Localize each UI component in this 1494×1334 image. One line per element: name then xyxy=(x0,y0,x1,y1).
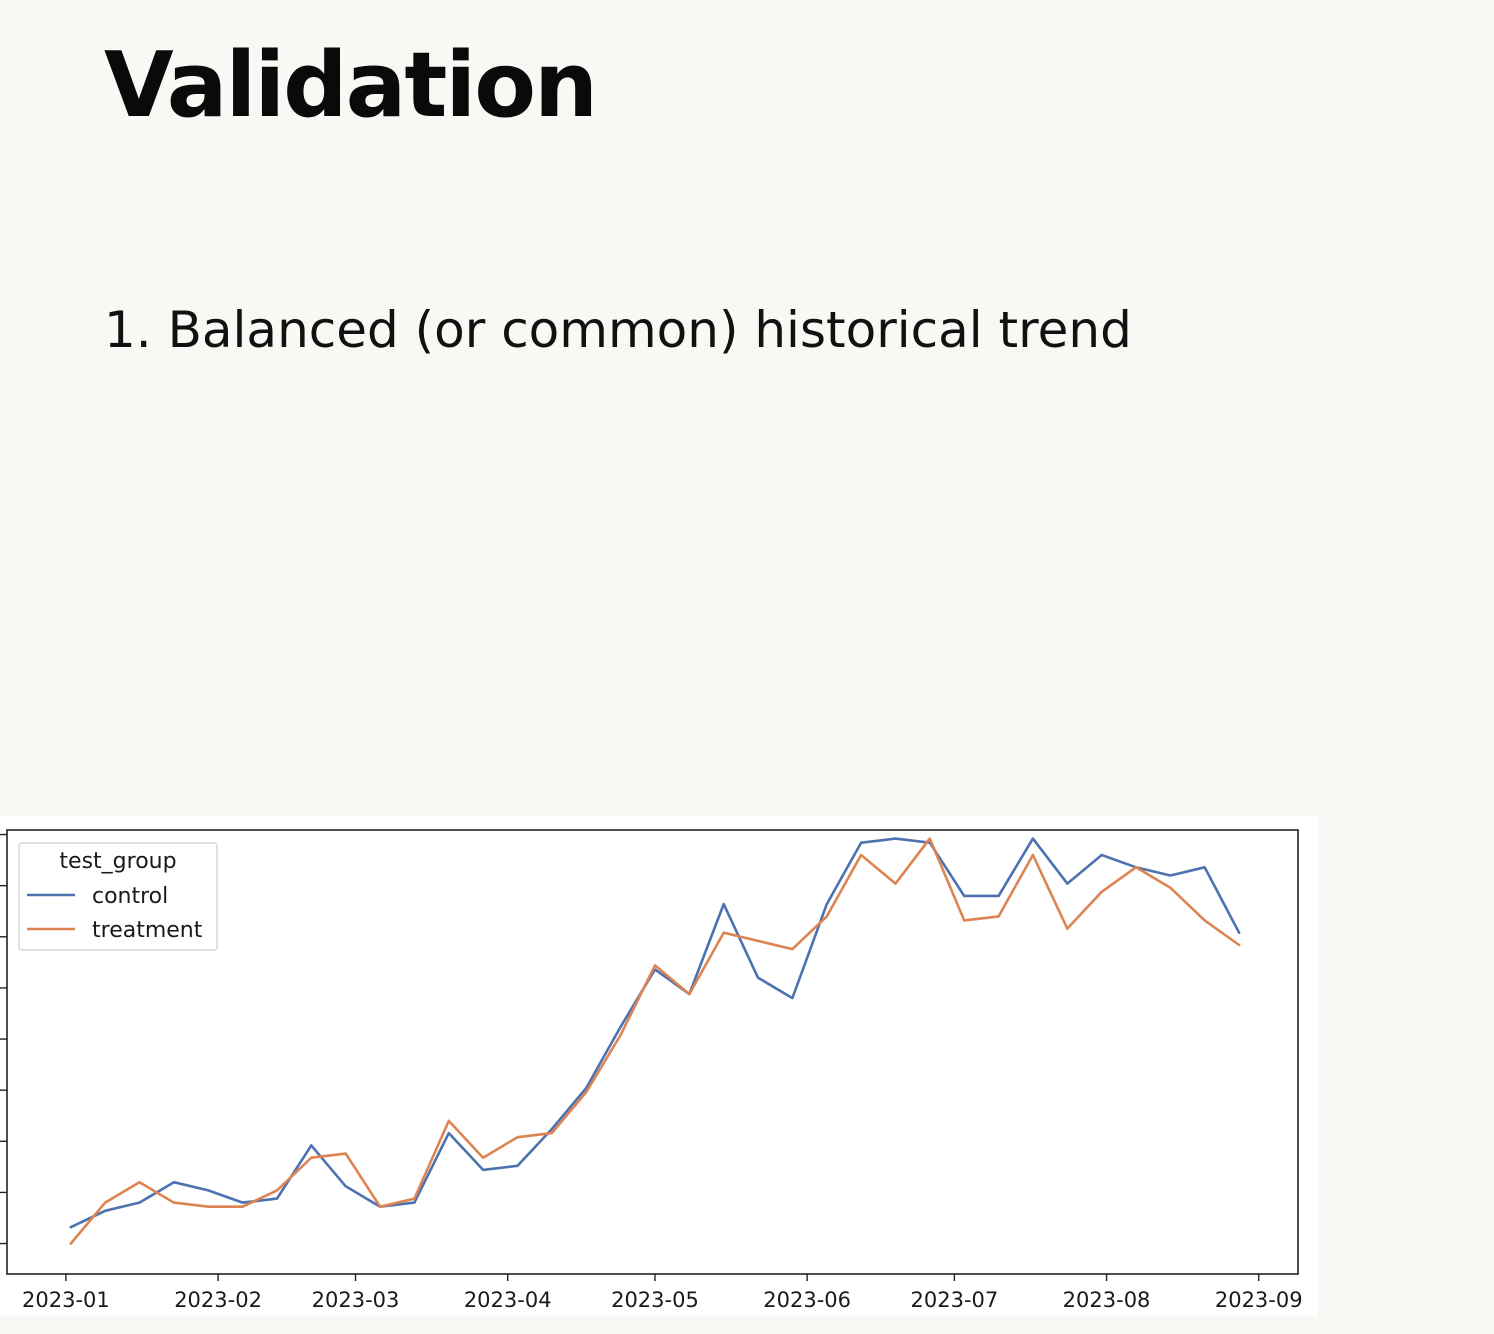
x-tick-label: 2023-01 xyxy=(22,1288,110,1312)
legend-label-treatment: treatment xyxy=(92,918,203,943)
series-line-control xyxy=(69,837,1241,1229)
plot-frame xyxy=(6,829,1299,1275)
x-tick-label: 2023-05 xyxy=(611,1288,699,1312)
x-axis: 2023-01 2023-02 2023-03 2023-04 2023-05 2023-… xyxy=(22,1274,1303,1312)
bullet-point: 1. Balanced (or common) historical trend xyxy=(104,301,1132,359)
x-tick-label: 2023-03 xyxy=(312,1288,400,1312)
slide-title: Validation xyxy=(104,33,598,138)
x-tick-label: 2023-07 xyxy=(911,1288,999,1312)
line-chart: 2023-01 2023-02 2023-03 2023-04 2023-05 2023-… xyxy=(0,829,1303,1312)
x-tick-label: 2023-02 xyxy=(174,1288,262,1312)
legend-title: test_group xyxy=(59,849,176,874)
legend-label-control: control xyxy=(92,884,168,909)
y-axis xyxy=(0,833,7,1245)
series-lines xyxy=(69,837,1241,1245)
chart-panel: 2023-01 2023-02 2023-03 2023-04 2023-05 2023-… xyxy=(0,816,1318,1316)
x-tick-label: 2023-04 xyxy=(464,1288,552,1312)
x-tick-label: 2023-06 xyxy=(763,1288,851,1312)
x-tick-label: 2023-08 xyxy=(1063,1288,1151,1312)
x-tick-label: 2023-09 xyxy=(1215,1288,1303,1312)
legend-box xyxy=(18,842,218,951)
series-line-treatment xyxy=(69,837,1241,1245)
